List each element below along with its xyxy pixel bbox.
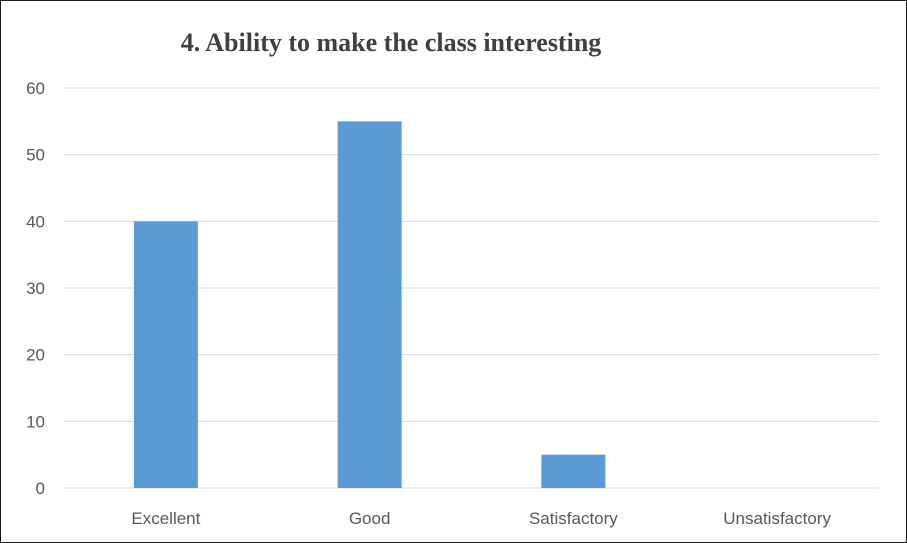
y-tick-label: 40 xyxy=(26,212,45,231)
y-tick-label: 0 xyxy=(36,479,45,498)
y-tick-label: 30 xyxy=(26,279,45,298)
x-tick-label: Unsatisfactory xyxy=(723,509,831,528)
x-tick-label: Satisfactory xyxy=(529,509,618,528)
y-tick-label: 10 xyxy=(26,412,45,431)
x-tick-label: Good xyxy=(349,509,391,528)
y-tick-label: 20 xyxy=(26,346,45,365)
chart-title: 4. Ability to make the class interesting xyxy=(180,28,602,57)
bar-good xyxy=(337,121,402,488)
x-tick-label: Excellent xyxy=(131,509,200,528)
y-tick-label: 50 xyxy=(26,146,45,165)
bar-excellent xyxy=(133,221,198,489)
y-tick-label: 60 xyxy=(26,79,45,98)
bar-satisfactory xyxy=(541,454,606,488)
